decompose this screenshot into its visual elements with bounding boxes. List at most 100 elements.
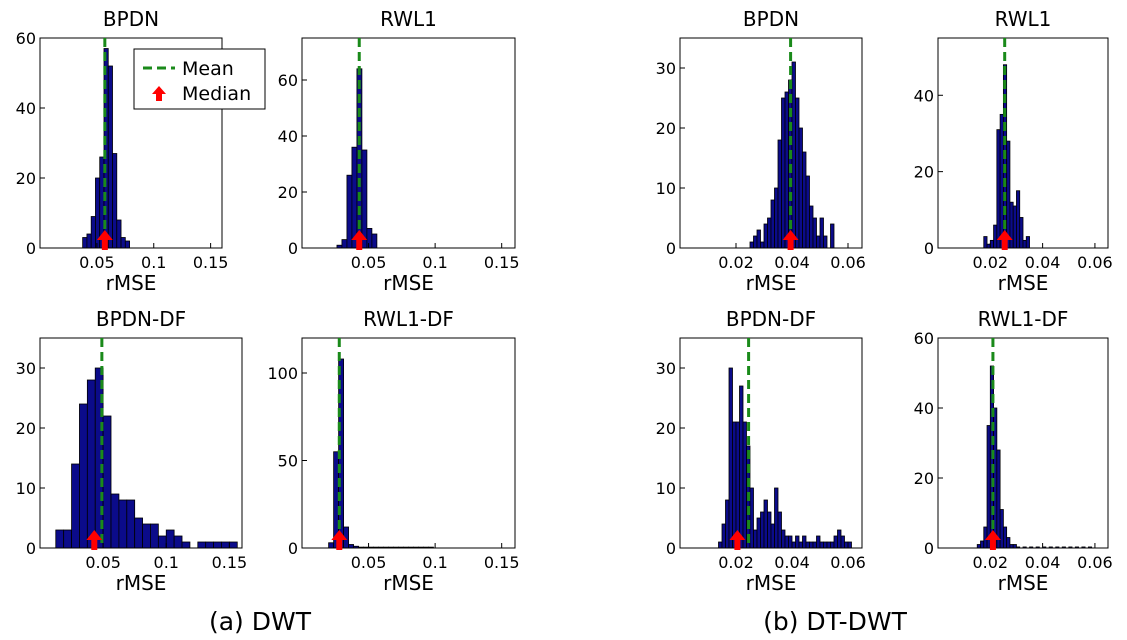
x-tick-label: 0.15	[193, 253, 229, 272]
histogram-bar	[819, 541, 824, 549]
y-tick-label: 60	[914, 329, 934, 348]
panel-4: 0 50 100 0.05 0.1 0.15 RWL1-DF rMSE	[267, 307, 519, 595]
histogram-bar	[103, 48, 109, 249]
histogram-bar	[1006, 537, 1011, 549]
histogram-bar	[1012, 544, 1017, 549]
x-tick-label: 0.15	[484, 553, 520, 572]
x-tick-label: 0.15	[212, 553, 248, 572]
histogram-bar	[770, 199, 775, 249]
histogram-bar	[371, 233, 378, 249]
y-tick-label: 40	[914, 86, 934, 105]
histogram-bar	[844, 541, 849, 549]
median-arrow-icon	[782, 230, 799, 250]
histogram-bar	[116, 219, 122, 249]
y-tick-label: 20	[278, 183, 298, 202]
plot-frame	[39, 37, 223, 249]
histogram-bar	[996, 129, 1001, 249]
histogram-bar	[55, 529, 65, 549]
y-tick-label: 20	[656, 119, 676, 138]
y-tick-label: 10	[656, 179, 676, 198]
histogram-bar	[826, 541, 831, 549]
histogram-bar	[840, 535, 845, 549]
y-tick-label: 20	[914, 163, 934, 182]
x-tick-label: 0.1	[154, 553, 179, 572]
histogram-bar	[112, 153, 118, 249]
y-tick-label: 0	[924, 239, 934, 258]
panels: 0 20 40 60 0.05 0.1 0.15 BPDN rMSE 0 20 40 60 0.05 0.1…	[16, 7, 1113, 595]
median-arrow-icon	[331, 530, 348, 550]
y-tick-label: 0	[288, 539, 298, 558]
x-axis-label: rMSE	[116, 571, 167, 595]
legend-median-arrow-icon	[152, 86, 166, 101]
histogram-bar	[1022, 239, 1027, 249]
x-axis-label: rMSE	[998, 271, 1049, 295]
histogram-bar	[756, 229, 761, 249]
histogram-bar	[833, 535, 838, 549]
histogram-bar	[753, 529, 758, 549]
histogram-bar	[784, 535, 789, 549]
histogram-bar	[725, 499, 730, 549]
x-tick-label: 0.05	[351, 253, 387, 272]
panel-title: RWL1	[380, 7, 437, 31]
x-tick-label: 0.04	[774, 553, 810, 572]
histogram-bar	[999, 113, 1004, 249]
panel-title: BPDN	[743, 7, 799, 31]
plot-frame	[301, 337, 516, 549]
histogram-bar	[784, 91, 789, 249]
histogram-bar	[120, 237, 126, 249]
legend-median-label: Median	[182, 83, 251, 105]
histogram-bar	[197, 541, 207, 549]
y-tick-label: 0	[924, 539, 934, 558]
histogram-bar	[366, 227, 373, 249]
panel-8: 0 20 40 60 0.02 0.04 0.06 RWL1-DF rMSE	[914, 307, 1113, 595]
histogram-bar	[798, 127, 803, 249]
histogram-bar	[753, 235, 758, 249]
histogram-bar	[221, 541, 230, 549]
x-tick-label: 0.02	[718, 553, 754, 572]
x-tick-label: 0.02	[972, 553, 1008, 572]
x-tick-label: 0.06	[830, 253, 866, 272]
histogram-bar	[781, 97, 786, 249]
histogram-bar	[749, 241, 754, 249]
histogram-bar	[802, 535, 807, 549]
histogram-bar	[781, 529, 786, 549]
histogram-bar	[847, 541, 852, 549]
histogram-bar	[118, 499, 128, 549]
y-tick-label: 20	[16, 169, 36, 188]
histogram-bar	[1016, 190, 1021, 249]
y-tick-label: 20	[656, 419, 676, 438]
histogram-bar	[181, 541, 191, 549]
histogram-bar	[205, 541, 214, 549]
median-arrow-icon	[86, 530, 103, 550]
median-arrow-icon	[984, 530, 1001, 550]
y-tick-label: 30	[656, 59, 676, 78]
histogram-bar	[795, 535, 800, 549]
plot-frame	[679, 337, 863, 549]
histogram-bar	[348, 544, 354, 549]
histogram-bar	[124, 240, 130, 249]
x-axis-label: rMSE	[746, 271, 797, 295]
caption-b: (b) DT-DWT	[763, 607, 908, 636]
histogram-bar	[763, 499, 768, 549]
histogram-bar	[986, 425, 991, 549]
histogram-bar	[976, 544, 981, 549]
histogram-bar	[735, 421, 740, 549]
histogram-bar	[830, 223, 835, 249]
histogram-bar	[812, 541, 817, 549]
histogram-bar	[102, 415, 112, 549]
histogram-bar	[346, 174, 353, 249]
histogram-bar	[739, 385, 744, 549]
histogram-bar	[791, 61, 796, 249]
histogram-bar	[767, 511, 772, 549]
histogram-bar	[805, 175, 810, 249]
panel-title: RWL1	[995, 7, 1052, 31]
histogram-bar	[767, 217, 772, 249]
histogram-bar	[993, 224, 998, 249]
y-tick-label: 20	[914, 469, 934, 488]
histogram-bar	[999, 509, 1004, 549]
histogram-bar	[777, 511, 782, 549]
median-arrow-icon	[729, 530, 746, 550]
y-tick-label: 40	[278, 127, 298, 146]
histogram-bar	[763, 223, 768, 249]
